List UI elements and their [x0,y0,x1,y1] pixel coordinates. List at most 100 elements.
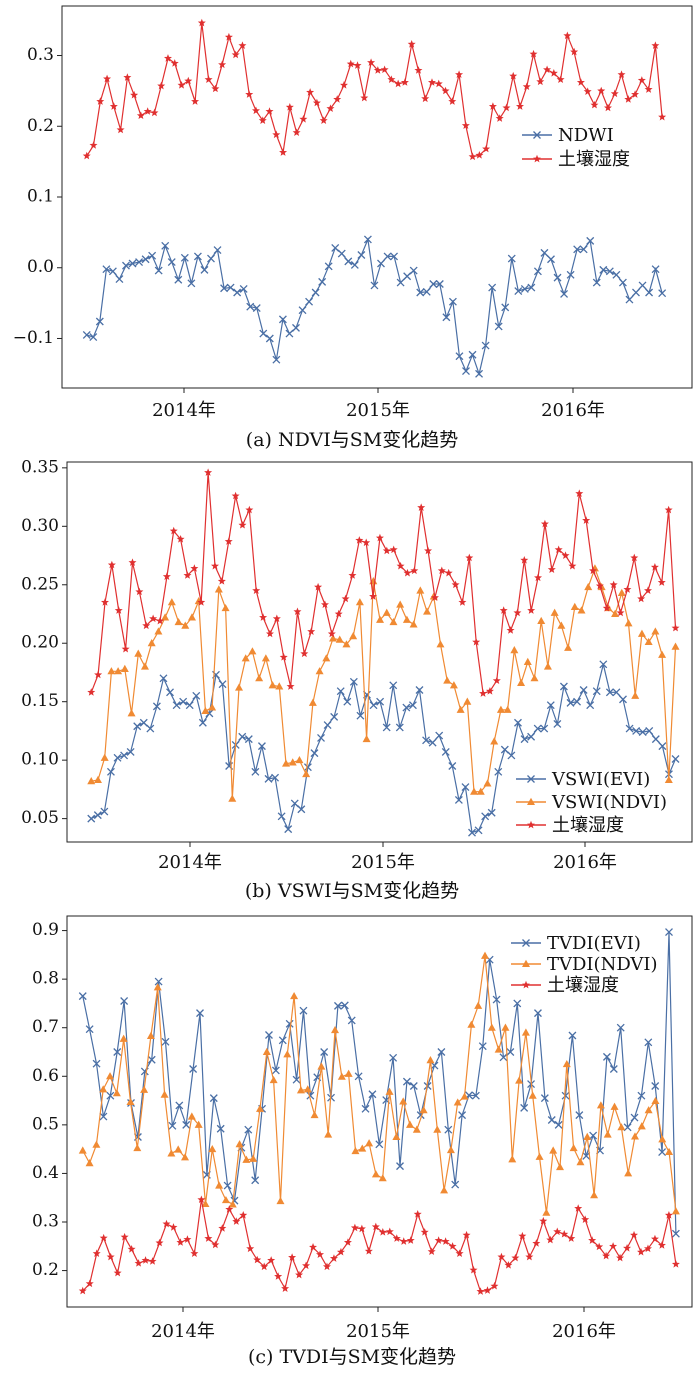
data-point [300,649,309,658]
data-point [358,1144,367,1152]
data-point [460,1092,469,1100]
data-point [174,1145,183,1153]
data-point [553,719,562,728]
data-point [259,613,268,621]
data-point [624,619,633,627]
x-tick-label: 2014年 [158,852,222,873]
data-point [623,1123,632,1132]
data-point [555,1162,564,1171]
y-tick-label: −0.1 [13,328,54,348]
data-point [481,812,490,821]
data-point [114,667,123,675]
y-tick-label: 0.2 [32,1260,59,1280]
data-point [395,723,404,732]
data-point [217,577,226,585]
data-point [327,629,336,638]
data-point [618,278,627,287]
data-point [311,288,320,297]
data-point [451,580,460,589]
data-point [224,537,233,545]
data-point [231,50,240,59]
data-point [279,148,288,156]
data-point [537,616,546,625]
data-point [187,613,196,621]
data-point [579,245,588,254]
y-tick-label: 0.3 [32,1212,59,1232]
data-point [319,116,328,124]
data-point [611,609,620,617]
data-point [570,602,579,610]
data-point [631,691,640,699]
data-point [465,553,474,562]
data-point [275,682,284,690]
data-point [169,1223,178,1231]
data-point [422,287,431,296]
data-point [501,1023,510,1031]
data-point [469,1265,478,1274]
data-point [333,1001,342,1010]
data-point [651,41,660,50]
data-point [472,637,481,646]
legend-label: 土壤湿度 [558,149,630,170]
data-point [278,315,287,324]
data-point [128,558,137,566]
data-point [251,1176,260,1185]
data-point [406,1236,415,1244]
data-point [638,281,647,290]
x-tick-label: 2016年 [541,400,605,421]
data-point [490,1281,499,1290]
data-point [238,732,247,741]
data-point [218,1224,227,1232]
data-point [403,568,412,577]
data-point [233,288,242,297]
data-point [174,617,183,626]
series-line [82,1199,677,1293]
data-point [581,1215,590,1223]
data-point [637,629,646,637]
data-point [285,102,294,111]
data-point [276,1196,285,1205]
data-point [253,1255,262,1264]
data-point [331,1025,340,1034]
data-point [248,647,257,655]
data-point [420,1228,429,1236]
data-point [87,688,96,696]
data-point [456,705,465,713]
data-point [560,1229,569,1238]
data-point [284,825,293,834]
data-point [123,73,132,81]
data-point [605,688,614,697]
data-point [604,103,612,112]
data-point [225,1205,234,1213]
data-point [553,1227,562,1236]
data-point [102,265,111,274]
data-point [285,329,294,338]
data-point [161,1037,170,1046]
data-point [510,646,519,654]
data-point [106,767,115,776]
data-point [595,1242,604,1251]
data-point [363,235,372,244]
data-point [163,54,172,62]
data-point [265,1031,273,1039]
data-point [453,1098,462,1106]
data-point [509,71,518,80]
chart-caption-b: (b) VSWI与SM变化趋势 [245,880,459,902]
data-point [382,608,391,616]
data-point [242,1155,251,1163]
data-point [337,1072,346,1080]
data-point [475,369,484,378]
data-point [371,1222,380,1231]
data-point [423,607,432,615]
data-point [554,545,563,554]
data-point [588,1236,597,1244]
data-point [527,283,536,292]
data-point [546,701,555,710]
data-point [623,585,632,593]
data-point [637,1122,646,1130]
data-point [136,111,145,120]
data-point [517,678,526,686]
series-line [91,566,677,799]
data-point [576,78,585,86]
data-point [190,1249,199,1257]
